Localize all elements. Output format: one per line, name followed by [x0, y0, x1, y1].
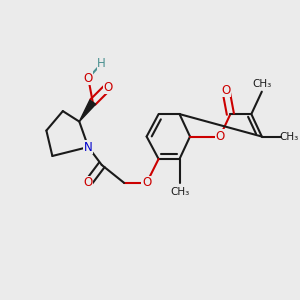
- Text: O: O: [84, 176, 93, 189]
- Text: O: O: [84, 72, 93, 85]
- Text: O: O: [142, 176, 151, 189]
- Text: CH₃: CH₃: [279, 131, 298, 142]
- Text: N: N: [84, 140, 93, 154]
- Text: O: O: [215, 130, 224, 143]
- Text: CH₃: CH₃: [170, 187, 189, 197]
- Text: O: O: [103, 81, 112, 94]
- Text: H: H: [98, 57, 106, 70]
- Polygon shape: [79, 100, 96, 122]
- Text: CH₃: CH₃: [252, 79, 272, 89]
- Text: O: O: [221, 84, 230, 97]
